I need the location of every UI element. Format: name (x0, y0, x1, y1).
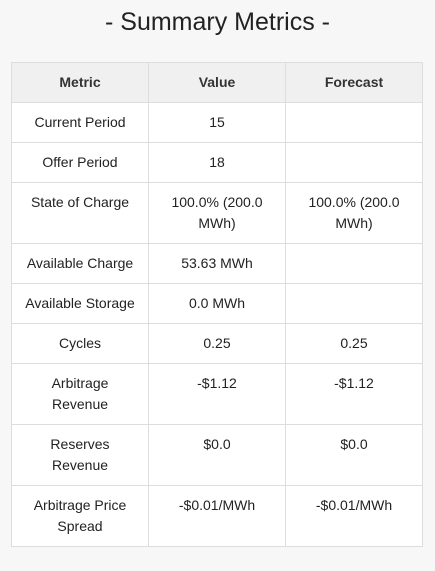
table-cell: 53.63 MWh (148, 243, 286, 284)
metrics-table: Metric Value Forecast Current Period 15 Offe… (11, 62, 423, 547)
table-row: Arbitrage Price Spread -$0.01/MWh -$0.01/M… (11, 485, 423, 547)
column-header: Forecast (285, 62, 423, 103)
table-body: Current Period 15 Offer Period 18 State of C… (11, 102, 423, 547)
table-row: Available Storage 0.0 MWh (11, 283, 423, 324)
table-cell: Cycles (11, 323, 149, 364)
table-cell (285, 102, 423, 143)
table-cell: Available Storage (11, 283, 149, 324)
table-cell: -$0.01/MWh (148, 485, 286, 547)
table-row: Offer Period 18 (11, 142, 423, 183)
table-cell: -$1.12 (148, 363, 286, 425)
table-cell: Reserves Revenue (11, 424, 149, 486)
table-cell: Arbitrage Revenue (11, 363, 149, 425)
table-cell: Available Charge (11, 243, 149, 284)
table-cell: 15 (148, 102, 286, 143)
table-cell: 100.0% (200.0 MWh) (148, 182, 286, 244)
table-row: Cycles 0.25 0.25 (11, 323, 423, 364)
table-cell: State of Charge (11, 182, 149, 244)
table-cell (285, 243, 423, 284)
table-cell: Offer Period (11, 142, 149, 183)
table-cell: 18 (148, 142, 286, 183)
table-row: Reserves Revenue $0.0 $0.0 (11, 424, 423, 486)
table-head: Metric Value Forecast (11, 62, 423, 103)
table-cell: $0.0 (285, 424, 423, 486)
table-row: Current Period 15 (11, 102, 423, 143)
table-cell (285, 283, 423, 324)
header-row: Metric Value Forecast (11, 62, 423, 103)
column-header: Value (148, 62, 286, 103)
table-cell: -$1.12 (285, 363, 423, 425)
table-cell: -$0.01/MWh (285, 485, 423, 547)
table-cell: 100.0% (200.0 MWh) (285, 182, 423, 244)
table-row: State of Charge 100.0% (200.0 MWh) 100.0% … (11, 182, 423, 244)
table-cell: $0.0 (148, 424, 286, 486)
table-row: Arbitrage Revenue -$1.12 -$1.12 (11, 363, 423, 425)
table-row: Available Charge 53.63 MWh (11, 243, 423, 284)
table-cell (285, 142, 423, 183)
table-cell: 0.25 (285, 323, 423, 364)
table-cell: Current Period (11, 102, 149, 143)
table-cell: Arbitrage Price Spread (11, 485, 149, 547)
column-header: Metric (11, 62, 149, 103)
table-cell: 0.25 (148, 323, 286, 364)
table-cell: 0.0 MWh (148, 283, 286, 324)
page-title: - Summary Metrics - (105, 8, 330, 36)
